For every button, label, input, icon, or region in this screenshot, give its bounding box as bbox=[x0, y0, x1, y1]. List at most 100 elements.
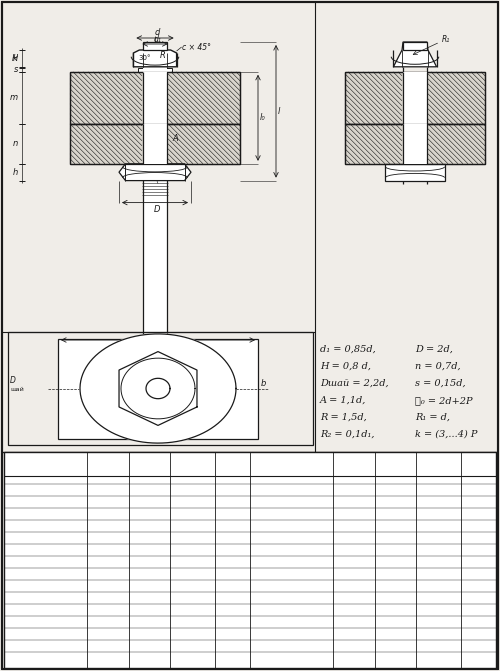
Text: 24: 24 bbox=[349, 642, 358, 651]
Bar bbox=[345, 124, 485, 164]
Bar bbox=[345, 72, 485, 124]
Text: 10: 10 bbox=[390, 654, 400, 663]
Text: 2: 2 bbox=[476, 630, 481, 639]
Text: 2.5: 2.5 bbox=[472, 498, 484, 507]
Text: 5: 5 bbox=[43, 534, 48, 543]
Text: 30: 30 bbox=[144, 594, 154, 603]
Text: n = 0,7d,: n = 0,7d, bbox=[415, 362, 461, 371]
Text: k: k bbox=[13, 54, 18, 63]
Bar bbox=[8, 332, 313, 445]
Polygon shape bbox=[143, 72, 167, 124]
Text: 10: 10 bbox=[390, 582, 400, 591]
Polygon shape bbox=[143, 68, 167, 72]
Text: 22: 22 bbox=[287, 558, 296, 567]
Text: 2: 2 bbox=[230, 510, 235, 519]
Text: c: c bbox=[230, 460, 235, 468]
Text: 20: 20 bbox=[349, 606, 358, 615]
Text: 30: 30 bbox=[390, 510, 400, 519]
Text: 16: 16 bbox=[103, 486, 113, 495]
Text: d₁: d₁ bbox=[154, 35, 162, 44]
Text: 2.5: 2.5 bbox=[472, 618, 484, 627]
Text: R₁ = d,: R₁ = d, bbox=[415, 413, 450, 422]
Polygon shape bbox=[119, 164, 191, 180]
Text: 25: 25 bbox=[434, 606, 444, 615]
Text: 50: 50 bbox=[188, 570, 198, 579]
Text: R = 1,5d,: R = 1,5d, bbox=[320, 413, 367, 422]
Text: 40: 40 bbox=[434, 582, 444, 591]
Text: 35: 35 bbox=[434, 594, 444, 603]
Text: A: A bbox=[172, 134, 178, 144]
Text: 15: 15 bbox=[40, 654, 50, 663]
Text: 2.5: 2.5 bbox=[472, 642, 484, 651]
Text: 25: 25 bbox=[144, 510, 154, 519]
Text: 24: 24 bbox=[103, 642, 113, 651]
Text: 20: 20 bbox=[144, 546, 154, 555]
Text: 16: 16 bbox=[103, 510, 113, 519]
Polygon shape bbox=[80, 334, 236, 443]
Text: 16: 16 bbox=[286, 486, 296, 495]
Text: ва-рианта: ва-рианта bbox=[25, 467, 66, 476]
Text: 25: 25 bbox=[434, 642, 444, 651]
Text: 2.5: 2.5 bbox=[472, 582, 484, 591]
Text: 9: 9 bbox=[43, 582, 48, 591]
Text: 2.5: 2.5 bbox=[472, 570, 484, 579]
Text: D: D bbox=[10, 376, 16, 385]
Text: 20: 20 bbox=[103, 594, 113, 603]
Text: 2.5: 2.5 bbox=[226, 630, 238, 639]
Text: H: H bbox=[12, 54, 18, 63]
Text: 2.5: 2.5 bbox=[226, 606, 238, 615]
Text: 30: 30 bbox=[103, 534, 113, 543]
Polygon shape bbox=[403, 42, 427, 50]
Text: №: № bbox=[288, 460, 296, 469]
Text: 30: 30 bbox=[144, 642, 154, 651]
Polygon shape bbox=[138, 68, 172, 72]
Text: 25: 25 bbox=[434, 486, 444, 495]
Polygon shape bbox=[345, 124, 485, 164]
Text: 25: 25 bbox=[188, 594, 198, 603]
Polygon shape bbox=[403, 72, 427, 124]
Text: шай: шай bbox=[10, 387, 24, 392]
Text: 20: 20 bbox=[349, 654, 358, 663]
Bar bbox=[70, 124, 240, 164]
Text: 40: 40 bbox=[434, 558, 444, 567]
Bar bbox=[70, 72, 240, 124]
Text: 12: 12 bbox=[41, 618, 50, 627]
Text: 30: 30 bbox=[144, 618, 154, 627]
Text: 20: 20 bbox=[390, 498, 400, 507]
Text: 30: 30 bbox=[188, 534, 198, 543]
Text: A = 1,1d,: A = 1,1d, bbox=[320, 396, 366, 405]
Text: 35: 35 bbox=[434, 570, 444, 579]
Text: 40: 40 bbox=[188, 546, 198, 555]
Text: ва-рианта: ва-рианта bbox=[271, 467, 312, 476]
Text: 2.5: 2.5 bbox=[226, 594, 238, 603]
Text: 20: 20 bbox=[103, 630, 113, 639]
Text: 15: 15 bbox=[390, 486, 400, 495]
Text: 24: 24 bbox=[103, 546, 113, 555]
Text: 30: 30 bbox=[103, 618, 113, 627]
Polygon shape bbox=[143, 124, 167, 164]
Text: 29: 29 bbox=[286, 642, 296, 651]
Text: 24: 24 bbox=[103, 582, 113, 591]
Text: 18: 18 bbox=[287, 510, 296, 519]
Text: 20: 20 bbox=[188, 642, 198, 651]
Text: 25: 25 bbox=[144, 570, 154, 579]
Text: 2.5: 2.5 bbox=[226, 522, 238, 531]
Text: D: D bbox=[154, 205, 160, 213]
Text: c × 45°: c × 45° bbox=[182, 42, 210, 52]
Text: 25: 25 bbox=[434, 546, 444, 555]
Text: 24: 24 bbox=[349, 522, 358, 531]
Text: 30: 30 bbox=[434, 654, 444, 663]
Text: H = 0,8 d,: H = 0,8 d, bbox=[320, 362, 371, 371]
Text: 2: 2 bbox=[476, 534, 481, 543]
Text: h: h bbox=[13, 168, 18, 176]
Text: 2.5: 2.5 bbox=[472, 546, 484, 555]
Text: 24: 24 bbox=[144, 582, 154, 591]
Text: 14: 14 bbox=[40, 642, 50, 651]
Text: 30: 30 bbox=[286, 654, 296, 663]
Text: №: № bbox=[42, 460, 50, 469]
Text: 18: 18 bbox=[144, 498, 154, 507]
Polygon shape bbox=[386, 164, 444, 180]
Text: 16: 16 bbox=[349, 534, 358, 543]
Text: 2.5: 2.5 bbox=[226, 558, 238, 567]
Text: 30: 30 bbox=[188, 498, 198, 507]
